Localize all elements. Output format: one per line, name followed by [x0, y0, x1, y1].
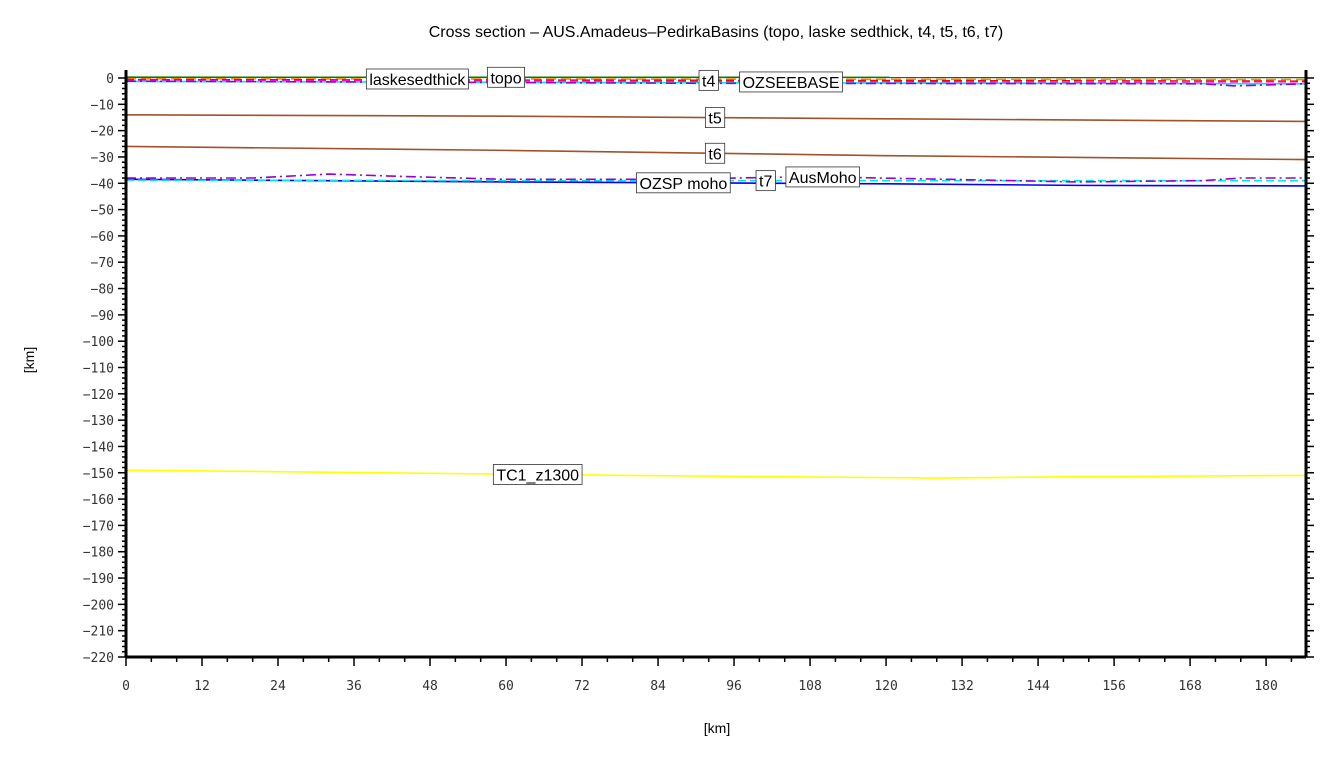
- series-label: TC1_z1300: [496, 467, 579, 484]
- series-label: OZSP moho: [640, 176, 728, 193]
- x-tick-label: 108: [798, 679, 821, 694]
- y-tick-label: −50: [91, 204, 114, 219]
- x-tick-label: 24: [270, 679, 286, 694]
- y-tick-label: −70: [91, 256, 114, 271]
- x-axis-label: [km]: [704, 720, 730, 736]
- x-tick-label: 72: [574, 679, 590, 694]
- y-tick-label: −180: [83, 546, 114, 561]
- y-tick-label: −90: [91, 309, 114, 324]
- x-tick-label: 144: [1026, 679, 1050, 694]
- x-tick-label: 132: [950, 679, 973, 694]
- series-label: AusMoho: [789, 170, 857, 187]
- series-line-OZSEEBASE: [125, 79, 1307, 85]
- y-tick-label: −200: [83, 598, 114, 613]
- series-label-box: [636, 172, 731, 194]
- series-line-unnamed-4: [125, 80, 1307, 85]
- y-tick-label: −210: [83, 625, 114, 640]
- series-label-box: [704, 107, 726, 129]
- x-tick-label: 96: [726, 679, 742, 694]
- y-tick-label: 0: [106, 72, 114, 87]
- x-tick-label: 120: [874, 679, 897, 694]
- x-tick-label: 180: [1254, 679, 1277, 694]
- chart-title: Cross section – AUS.Amadeus–PedirkaBasin…: [429, 24, 1004, 41]
- series-label: OZSEEBASE: [743, 75, 840, 92]
- y-tick-label: −190: [83, 572, 114, 587]
- series-label-box: [492, 464, 583, 485]
- series-line-t4: [125, 78, 1307, 82]
- series-line-t6: [125, 145, 1307, 161]
- y-tick-label: −10: [91, 98, 114, 113]
- series-label-box: [487, 66, 526, 88]
- series-label: laskesedthick: [369, 72, 466, 89]
- y-tick-label: −100: [83, 335, 114, 350]
- axes: 0 −10 −20 −30 −40 −50 −60 −70 −80 −90 −100 −110 −120…: [83, 70, 1314, 694]
- y-tick-label: −40: [91, 177, 114, 192]
- series-line-TC1_z1300: [125, 469, 1307, 479]
- y-tick-label: −30: [91, 151, 114, 166]
- x-tick-label: 168: [1178, 679, 1201, 694]
- series-label: topo: [490, 70, 521, 87]
- series-label-box: [704, 142, 726, 164]
- x-tick-label: 156: [1102, 679, 1125, 694]
- x-tick-label: 48: [422, 679, 438, 694]
- y-tick-label: −220: [83, 651, 114, 666]
- y-tick-label: −140: [83, 440, 114, 455]
- x-tick-label: 84: [650, 679, 666, 694]
- series-label: t6: [708, 146, 721, 163]
- y-tick-label: −120: [83, 388, 114, 403]
- series-label: t5: [708, 111, 721, 128]
- series-labels: topo laskesedthick t4 OZSEEBASE t5 t6 OZSP moh…: [365, 66, 860, 485]
- y-tick-label: −20: [91, 125, 114, 140]
- x-tick-label: 60: [498, 679, 514, 694]
- y-tick-label: −130: [83, 414, 114, 429]
- series-line-AusMoho: [126, 173, 1306, 183]
- series-line-t5: [125, 114, 1307, 123]
- series-label-box: [755, 170, 776, 192]
- series-label-box: [785, 166, 860, 188]
- series-label: t4: [702, 73, 715, 90]
- x-tick-label: 12: [194, 679, 210, 694]
- y-tick-label: −80: [91, 283, 114, 298]
- y-tick-label: −150: [83, 467, 114, 482]
- x-tick-label: 0: [122, 679, 130, 694]
- series-label-box: [739, 71, 843, 93]
- series-label-box: [365, 68, 469, 90]
- x-tick-label: 36: [346, 679, 362, 694]
- series-label-box: [698, 69, 719, 91]
- series-label: t7: [759, 174, 772, 191]
- y-tick-label: −170: [83, 519, 114, 534]
- y-tick-label: −160: [83, 493, 114, 508]
- y-axis-label: [km]: [21, 347, 37, 373]
- series-group: [125, 76, 1307, 479]
- y-tick-label: −60: [91, 230, 114, 245]
- y-tick-label: −110: [83, 362, 114, 377]
